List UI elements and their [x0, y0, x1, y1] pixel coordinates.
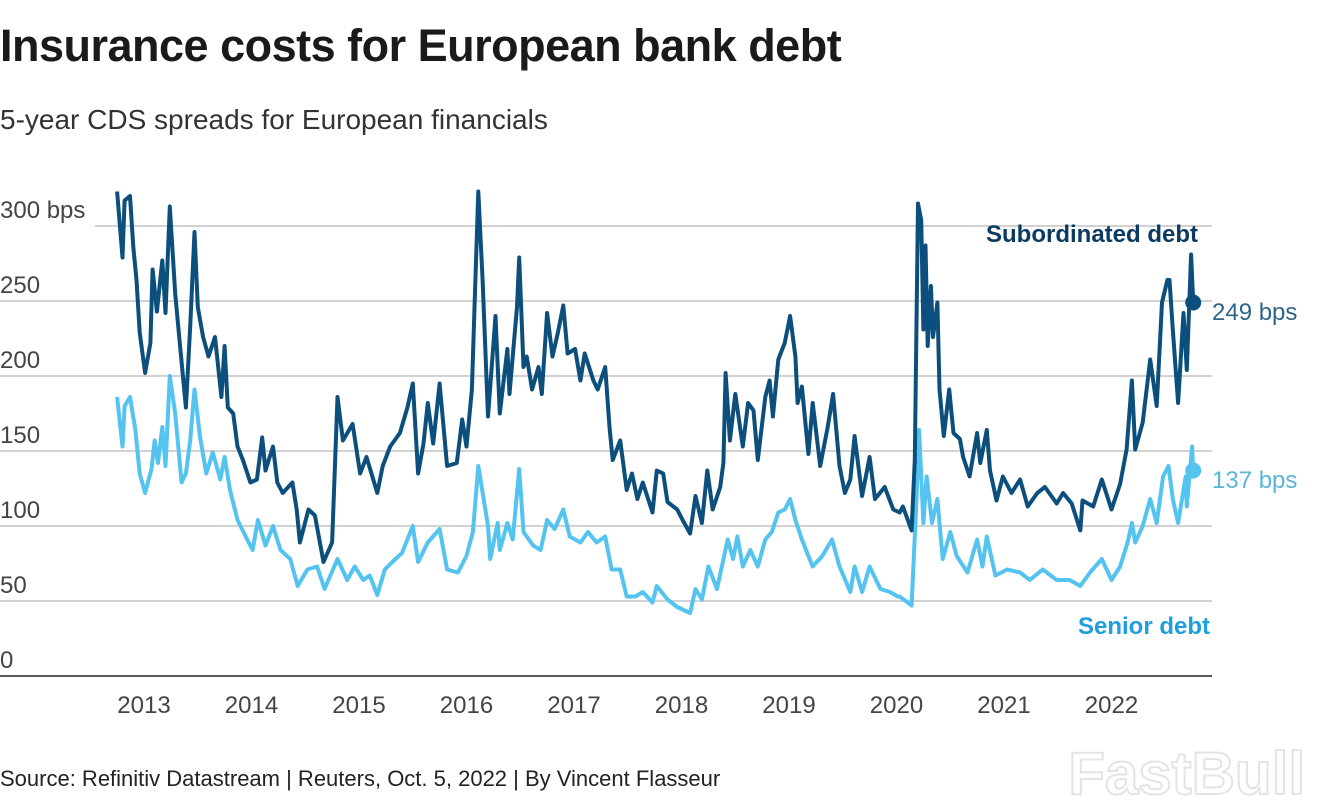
senior-debt-line: [115, 374, 1196, 615]
senior-end-dot: [1185, 462, 1202, 479]
source-note: Source: Refinitiv Datastream | Reuters, …: [0, 766, 721, 791]
chart-subtitle: 5-year CDS spreads for European financia…: [0, 104, 548, 135]
x-tick-label: 2017: [547, 692, 600, 719]
senior-last-value: 137 bps: [1212, 467, 1297, 494]
subordinated-last-value: 249 bps: [1212, 299, 1297, 326]
x-tick-label: 2013: [117, 692, 170, 719]
y-axis-labels: 0 50 100 150 200 250 300 bps: [0, 197, 85, 674]
x-tick-label: 2015: [332, 692, 385, 719]
watermark: FastBull: [1068, 740, 1305, 800]
y-tick-label: 0: [0, 647, 13, 674]
y-tick-label: 200: [0, 347, 40, 374]
series-lines: [115, 189, 1202, 615]
senior-debt-label: Senior debt: [1078, 613, 1210, 640]
y-tick-label: 50: [0, 572, 27, 599]
x-tick-label: 2019: [762, 692, 815, 719]
x-tick-label: 2014: [225, 692, 278, 719]
chart-title: Insurance costs for European bank debt: [0, 20, 842, 71]
y-tick-label: 100: [0, 497, 40, 524]
x-tick-label: 2021: [977, 692, 1030, 719]
subordinated-end-dot: [1185, 294, 1202, 311]
x-tick-label: 2018: [655, 692, 708, 719]
y-tick-label: 150: [0, 422, 40, 449]
x-tick-label: 2020: [870, 692, 923, 719]
x-tick-label: 2016: [440, 692, 493, 719]
x-tick-label: 2022: [1085, 692, 1138, 719]
gridlines: [0, 225, 1212, 677]
y-tick-label: 250: [0, 272, 40, 299]
subordinated-debt-line: [115, 189, 1196, 564]
subordinated-debt-label: Subordinated debt: [986, 221, 1198, 248]
y-tick-label: 300 bps: [0, 197, 85, 224]
x-axis-labels: 2013 2014 2015 2016 2017 2018 2019 2020 2021 2022: [117, 692, 1138, 719]
